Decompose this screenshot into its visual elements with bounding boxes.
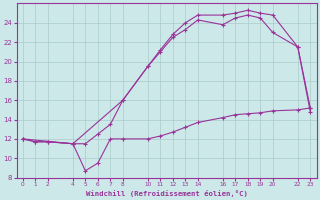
X-axis label: Windchill (Refroidissement éolien,°C): Windchill (Refroidissement éolien,°C) [86,190,248,197]
